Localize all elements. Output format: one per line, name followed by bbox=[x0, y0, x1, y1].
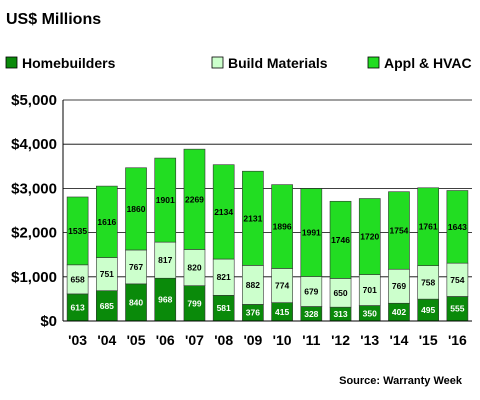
x-tick-label-9: '12 bbox=[331, 332, 350, 348]
x-tick-label-0: '03 bbox=[68, 332, 87, 348]
bar-2-10 bbox=[358, 198, 381, 275]
data-label-0-5: 581 bbox=[217, 303, 231, 313]
x-tick-label-7: '10 bbox=[273, 332, 292, 348]
data-label-1-9: 650 bbox=[333, 288, 347, 298]
data-label-0-1: 685 bbox=[100, 301, 114, 311]
bar-2-11 bbox=[388, 191, 410, 270]
data-label-2-2: 1860 bbox=[127, 204, 146, 214]
bar-2-8 bbox=[300, 188, 323, 277]
data-label-2-12: 1761 bbox=[419, 222, 438, 232]
legend-swatch-0 bbox=[5, 56, 18, 69]
bar-2-5 bbox=[212, 164, 235, 260]
axes: $0 $1,000 $2,000 $3,000 $4,000 $5,000 '03 '04 '0… bbox=[11, 92, 472, 348]
x-tick-label-13: '16 bbox=[448, 332, 467, 348]
data-label-0-13: 555 bbox=[450, 304, 464, 314]
x-tick-label-6: '09 bbox=[243, 332, 262, 348]
data-label-2-7: 1896 bbox=[273, 222, 292, 232]
data-label-1-3: 817 bbox=[158, 255, 172, 265]
data-label-1-6: 882 bbox=[246, 280, 260, 290]
legend-label-2: Appl & HVAC bbox=[384, 55, 472, 71]
data-label-1-4: 820 bbox=[187, 263, 201, 273]
bar-2-7 bbox=[271, 184, 293, 269]
y-tick-label-4: $4,000 bbox=[11, 136, 57, 153]
data-label-0-8: 328 bbox=[304, 309, 318, 319]
data-label-0-7: 415 bbox=[275, 307, 289, 317]
y-tick-label-3: $3,000 bbox=[11, 180, 57, 197]
bar-2-13 bbox=[446, 190, 469, 264]
y-tick-label-5: $5,000 bbox=[11, 92, 57, 109]
data-label-0-3: 968 bbox=[158, 295, 172, 305]
x-tick-label-12: '15 bbox=[419, 332, 438, 348]
data-label-1-0: 658 bbox=[71, 274, 85, 284]
data-label-1-8: 679 bbox=[304, 286, 318, 296]
bar-2-1 bbox=[96, 185, 118, 258]
data-labels: 613 658 1535 685 751 1616 840 767 1860 968 817 1901… bbox=[68, 194, 467, 319]
x-tick-label-11: '14 bbox=[390, 332, 409, 348]
bar-2-6 bbox=[242, 170, 264, 266]
source-note: Source: Warranty Week bbox=[339, 375, 463, 387]
data-label-1-10: 701 bbox=[363, 285, 377, 295]
data-label-2-8: 1991 bbox=[302, 227, 321, 237]
data-label-1-13: 754 bbox=[450, 275, 464, 285]
x-tick-label-3: '06 bbox=[156, 332, 175, 348]
data-label-0-0: 613 bbox=[71, 302, 85, 312]
bar-2-0 bbox=[66, 196, 89, 266]
data-label-2-9: 1746 bbox=[331, 235, 350, 245]
bars bbox=[66, 148, 469, 322]
bar-2-12 bbox=[417, 187, 439, 266]
legend-label-0: Homebuilders bbox=[22, 55, 116, 71]
data-label-0-6: 376 bbox=[246, 308, 260, 318]
legend-label-1: Build Materials bbox=[228, 55, 328, 71]
data-label-2-3: 1901 bbox=[156, 195, 175, 205]
data-label-2-13: 1643 bbox=[448, 222, 467, 232]
grid bbox=[63, 99, 472, 322]
data-label-1-2: 767 bbox=[129, 262, 143, 272]
data-label-1-7: 774 bbox=[275, 281, 289, 291]
legend: Homebuilders Build Materials Appl & HVAC bbox=[5, 55, 472, 71]
data-label-0-2: 840 bbox=[129, 297, 143, 307]
data-label-0-12: 495 bbox=[421, 305, 435, 315]
x-tick-label-4: '07 bbox=[185, 332, 204, 348]
data-label-0-4: 799 bbox=[187, 298, 201, 308]
chart-title: US$ Millions bbox=[6, 11, 101, 28]
data-label-1-1: 751 bbox=[100, 269, 114, 279]
x-tick-label-1: '04 bbox=[97, 332, 116, 348]
bar-2-2 bbox=[125, 167, 147, 251]
bar-2-3 bbox=[154, 157, 177, 243]
data-label-2-11: 1754 bbox=[390, 225, 409, 235]
data-label-0-10: 350 bbox=[363, 308, 377, 318]
legend-swatch-2 bbox=[367, 56, 380, 69]
data-label-2-1: 1616 bbox=[97, 217, 116, 227]
y-tick-label-2: $2,000 bbox=[11, 225, 57, 242]
data-label-2-4: 2269 bbox=[185, 194, 204, 204]
bar-2-4 bbox=[183, 148, 206, 250]
data-label-2-6: 2131 bbox=[243, 213, 262, 223]
legend-swatch-1 bbox=[211, 56, 224, 69]
x-tick-label-2: '05 bbox=[127, 332, 146, 348]
bar-2-9 bbox=[329, 200, 352, 279]
data-label-1-12: 758 bbox=[421, 277, 435, 287]
x-tick-label-8: '11 bbox=[302, 332, 320, 348]
data-label-2-10: 1720 bbox=[360, 232, 379, 242]
x-tick-label-10: '13 bbox=[360, 332, 379, 348]
data-label-1-11: 769 bbox=[392, 281, 406, 291]
y-tick-label-0: $0 bbox=[40, 313, 57, 330]
y-tick-label-1: $1,000 bbox=[11, 269, 57, 286]
data-label-1-5: 821 bbox=[217, 272, 231, 282]
x-tick-label-5: '08 bbox=[214, 332, 233, 348]
data-label-0-11: 402 bbox=[392, 307, 406, 317]
data-label-2-5: 2134 bbox=[214, 207, 233, 217]
data-label-0-9: 313 bbox=[333, 309, 347, 319]
data-label-2-0: 1535 bbox=[68, 226, 87, 236]
